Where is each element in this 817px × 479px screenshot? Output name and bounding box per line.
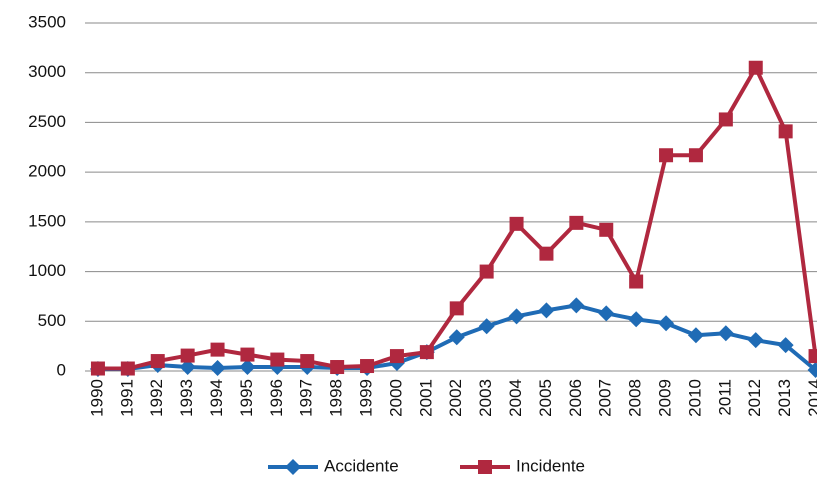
marker bbox=[180, 348, 195, 363]
x-tick-label: 1993 bbox=[177, 379, 196, 417]
series-line bbox=[97, 65, 817, 371]
marker bbox=[808, 349, 817, 364]
marker bbox=[330, 360, 345, 375]
marker bbox=[659, 148, 674, 163]
x-tick-label: 2003 bbox=[476, 379, 495, 417]
x-tick-label: 2014 bbox=[805, 379, 817, 417]
x-tick-label: 2001 bbox=[416, 379, 435, 417]
marker bbox=[210, 342, 225, 357]
marker bbox=[598, 305, 615, 322]
marker bbox=[807, 362, 817, 379]
marker bbox=[478, 318, 495, 335]
y-tick-label: 1500 bbox=[28, 211, 66, 230]
legend-item: Accidente bbox=[268, 456, 399, 475]
marker bbox=[658, 315, 675, 332]
x-tick-label: 2005 bbox=[536, 379, 555, 417]
legend-label: Incidente bbox=[516, 456, 585, 475]
marker bbox=[360, 359, 375, 374]
legend-label: Accidente bbox=[324, 456, 399, 475]
x-tick-label: 2009 bbox=[656, 379, 675, 417]
marker bbox=[539, 246, 554, 261]
marker bbox=[179, 359, 196, 376]
x-tick-label: 2008 bbox=[626, 379, 645, 417]
marker bbox=[508, 308, 525, 325]
marker bbox=[628, 311, 645, 328]
y-tick-label: 2500 bbox=[28, 112, 66, 131]
marker bbox=[389, 349, 404, 364]
marker bbox=[747, 332, 764, 349]
marker bbox=[778, 124, 793, 139]
marker bbox=[479, 264, 494, 279]
marker bbox=[688, 148, 703, 163]
x-tick-label: 2004 bbox=[506, 379, 525, 417]
marker bbox=[239, 359, 256, 376]
x-tick-label: 2006 bbox=[566, 379, 585, 417]
x-tick-label: 1999 bbox=[357, 379, 376, 417]
legend-marker bbox=[478, 460, 492, 474]
y-tick-label: 1000 bbox=[28, 261, 66, 280]
marker bbox=[419, 345, 434, 360]
x-tick-label: 1995 bbox=[237, 379, 256, 417]
y-tick-label: 500 bbox=[38, 311, 66, 330]
marker bbox=[687, 327, 704, 344]
marker bbox=[448, 329, 465, 346]
y-tick-label: 3500 bbox=[28, 12, 66, 31]
x-tick-label: 2000 bbox=[386, 379, 405, 417]
x-tick-label: 1996 bbox=[267, 379, 286, 417]
x-tick-label: 1998 bbox=[327, 379, 346, 417]
x-tick-label: 2007 bbox=[596, 379, 615, 417]
marker bbox=[509, 216, 524, 231]
marker bbox=[90, 361, 105, 376]
x-tick-label: 2011 bbox=[715, 379, 734, 416]
marker bbox=[120, 361, 135, 376]
marker bbox=[538, 302, 555, 319]
x-tick-label: 1991 bbox=[117, 379, 136, 417]
marker bbox=[777, 337, 794, 354]
marker bbox=[449, 301, 464, 316]
y-tick-label: 3000 bbox=[28, 62, 66, 81]
y-tick-label: 0 bbox=[57, 360, 66, 379]
marker bbox=[748, 60, 763, 75]
marker bbox=[150, 354, 165, 369]
marker bbox=[718, 112, 733, 127]
marker bbox=[629, 274, 644, 289]
legend-item: Incidente bbox=[460, 456, 585, 475]
x-tick-label: 1990 bbox=[87, 379, 106, 417]
marker bbox=[599, 222, 614, 237]
x-tick-label: 1997 bbox=[297, 379, 316, 417]
x-tick-label: 2012 bbox=[745, 379, 764, 417]
marker bbox=[209, 360, 226, 377]
marker bbox=[240, 347, 255, 362]
marker bbox=[569, 215, 584, 230]
x-tick-label: 2002 bbox=[446, 379, 465, 417]
y-tick-label: 2000 bbox=[28, 162, 66, 181]
x-tick-label: 2010 bbox=[685, 379, 704, 417]
marker bbox=[300, 354, 315, 369]
x-tick-label: 2013 bbox=[775, 379, 794, 417]
x-tick-label: 1994 bbox=[207, 379, 226, 417]
marker bbox=[270, 352, 285, 367]
marker bbox=[568, 297, 585, 314]
legend-marker bbox=[285, 459, 301, 475]
marker bbox=[717, 325, 734, 342]
x-tick-label: 1992 bbox=[147, 379, 166, 417]
